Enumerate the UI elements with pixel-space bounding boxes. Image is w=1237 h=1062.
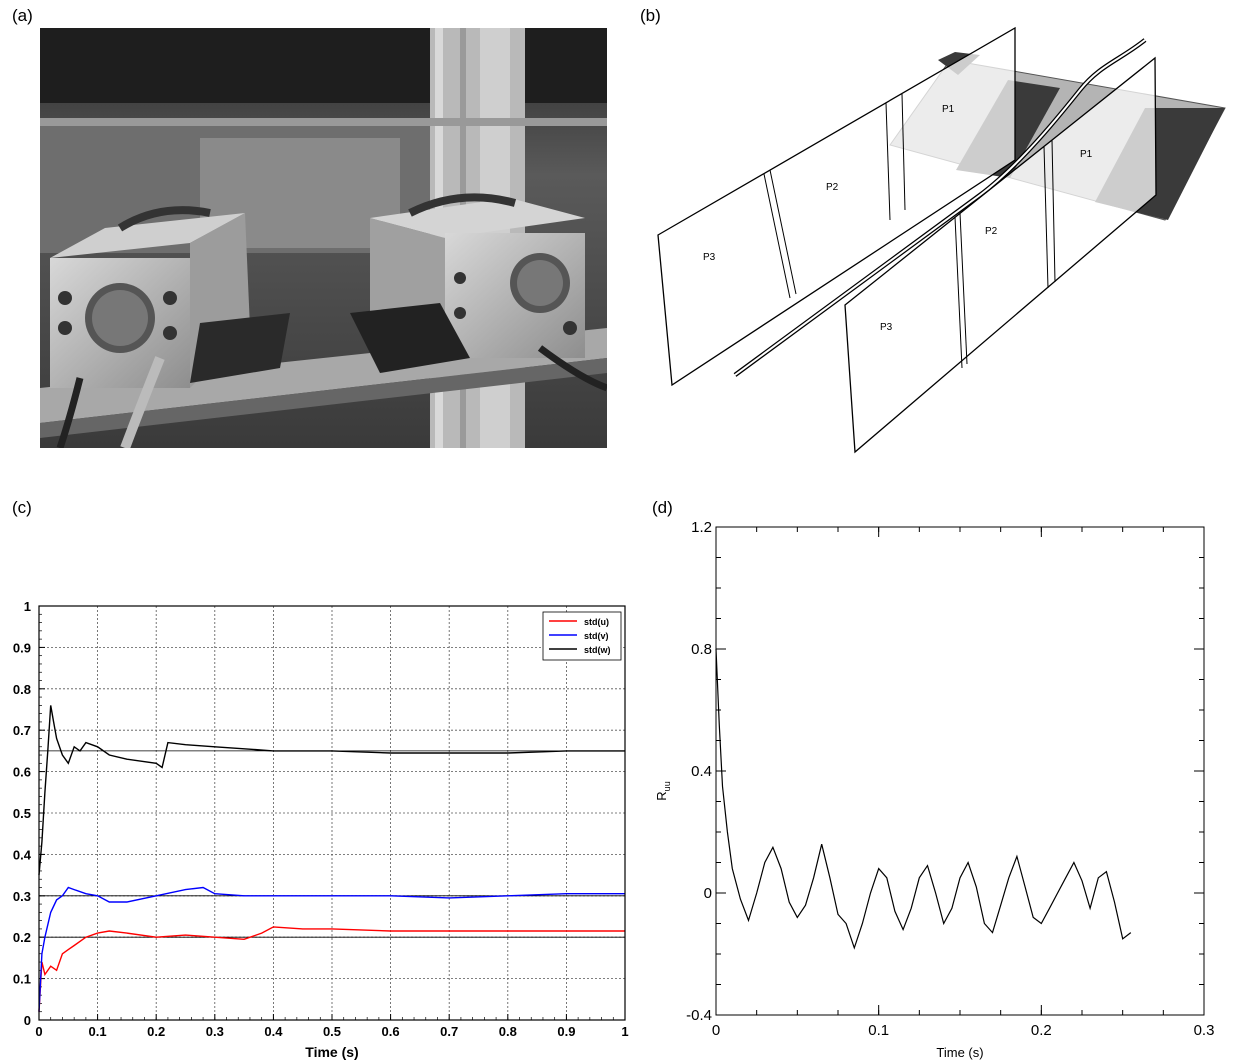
x-tick-label: 0 <box>35 1024 42 1039</box>
y-tick-label: 0.7 <box>13 723 31 738</box>
y-axis-label-subscript: uu <box>662 781 672 791</box>
legend-box <box>542 611 622 661</box>
x-tick-label: 0.5 <box>323 1024 341 1039</box>
y-tick-label: 0.1 <box>13 972 31 987</box>
sheet-label: P1 <box>1080 149 1093 160</box>
x-tick-label: 0.7 <box>440 1024 458 1039</box>
y-tick-label: 0.9 <box>13 640 31 655</box>
legend-label: std(v) <box>584 631 609 641</box>
x-axis-label: Time (s) <box>305 1044 358 1060</box>
panel-label-a: (a) <box>12 6 33 25</box>
x-tick-label: 0.6 <box>382 1024 400 1039</box>
series-line-stdw <box>38 705 625 876</box>
y-tick-label: 0.8 <box>13 682 31 697</box>
x-tick-label: 0.8 <box>499 1024 517 1039</box>
y-tick-label: 0.4 <box>691 763 712 780</box>
y-tick-label: 0.4 <box>13 847 32 862</box>
y-tick-label: 0.8 <box>691 641 712 658</box>
plot-frame <box>715 526 1205 1016</box>
x-tick-label: 0.1 <box>89 1024 107 1039</box>
y-tick-label: 1.2 <box>691 519 712 536</box>
camera-setup-photo <box>40 28 607 448</box>
x-tick-label: 0.3 <box>1194 1022 1215 1039</box>
y-tick-label: 1 <box>24 599 31 614</box>
panel-label-b: (b) <box>640 6 661 25</box>
y-tick-label: 0.6 <box>13 765 31 780</box>
x-tick-label: 0.3 <box>206 1024 224 1039</box>
x-tick-label: 0.1 <box>868 1022 889 1039</box>
y-tick-label: -0.4 <box>686 1007 712 1024</box>
x-tick-label: 0.2 <box>147 1024 165 1039</box>
y-tick-label: 0 <box>24 1013 31 1028</box>
x-axis-label: Time (s) <box>936 1045 983 1060</box>
x-tick-label: 1 <box>621 1024 628 1039</box>
y-tick-label: 0.5 <box>13 806 31 821</box>
y-tick-label: 0 <box>704 885 712 902</box>
legend-label: std(u) <box>584 617 609 627</box>
sheet-label: P2 <box>985 226 998 237</box>
sheet-label: P3 <box>880 322 893 333</box>
sheet-back <box>657 26 1016 387</box>
sheet-label: P3 <box>703 252 716 263</box>
legend: std(u) std(v) std(w) <box>542 611 622 661</box>
y-tick-label: 0.3 <box>13 889 31 904</box>
plot-frame <box>38 605 626 1021</box>
panel-label-d: (d) <box>652 498 673 517</box>
series-line-stdv <box>38 886 625 1012</box>
std-convergence-chart: 0 0.1 0.2 0.3 0.4 0.5 0.6 0.7 0.8 0.9 1 0 0.1 0.2 0.3 0… <box>13 599 629 1060</box>
light-sheet-schematic: P1 P2 P3 P1 P2 P3 <box>657 26 1226 454</box>
y-tick-label: 0.2 <box>13 930 31 945</box>
series-line-stdu <box>38 926 625 1012</box>
sheet-label: P1 <box>942 104 955 115</box>
autocorrelation-line <box>715 648 1132 950</box>
legend-label: std(w) <box>584 645 611 655</box>
x-tick-label: 0.2 <box>1031 1022 1052 1039</box>
x-tick-label: 0.9 <box>557 1024 575 1039</box>
sheet-label: P2 <box>826 182 839 193</box>
x-tick-label: 0 <box>712 1022 720 1039</box>
x-tick-label: 0.4 <box>264 1024 283 1039</box>
panel-label-c: (c) <box>12 498 32 517</box>
y-axis-label: Ruu <box>654 781 672 800</box>
